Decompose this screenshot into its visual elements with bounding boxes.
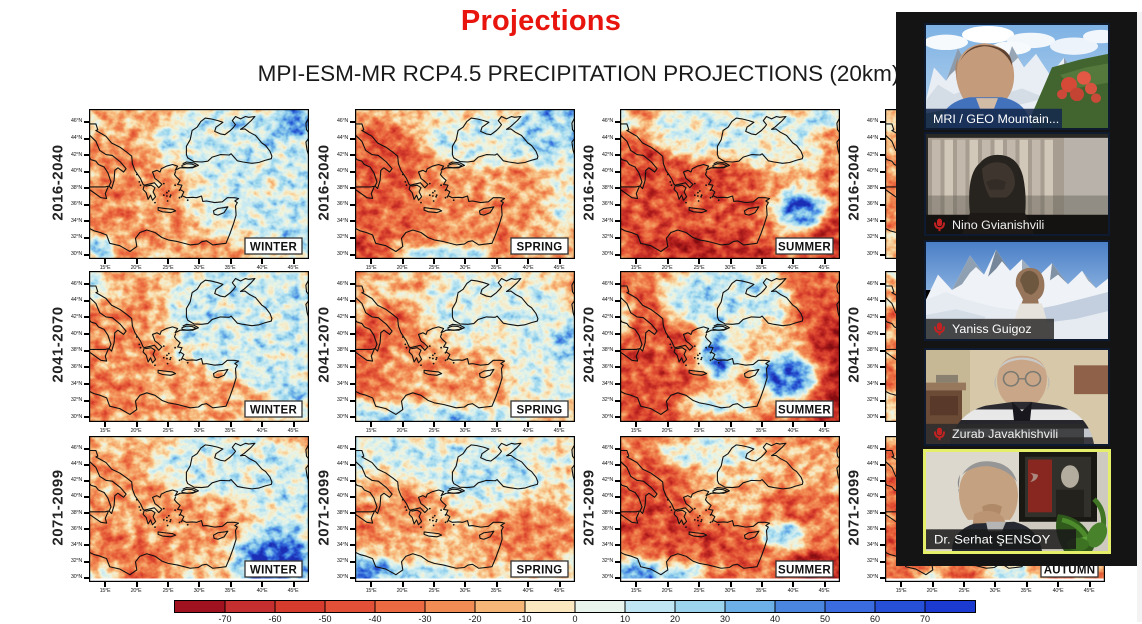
svg-text:Nino Gvianishvili: Nino Gvianishvili [952, 218, 1044, 232]
svg-text:SPRING: SPRING [517, 242, 563, 254]
svg-text:SUMMER: SUMMER [778, 242, 831, 254]
svg-text:AUTUMN: AUTUMN [1044, 565, 1096, 577]
svg-text:Yaniss Guigoz: Yaniss Guigoz [952, 322, 1032, 336]
svg-text:WINTER: WINTER [250, 565, 298, 577]
svg-text:SPRING: SPRING [517, 405, 563, 417]
svg-text:SPRING: SPRING [517, 565, 563, 577]
svg-text:SUMMER: SUMMER [778, 405, 831, 417]
svg-text:WINTER: WINTER [250, 405, 298, 417]
svg-text:SUMMER: SUMMER [778, 565, 831, 577]
svg-text:Zurab Javakhishvili: Zurab Javakhishvili [952, 427, 1058, 441]
svg-text:WINTER: WINTER [250, 242, 298, 254]
svg-text:MRI / GEO Mountain...: MRI / GEO Mountain... [933, 112, 1059, 126]
svg-text:Dr. Serhat ŞENSOY: Dr. Serhat ŞENSOY [934, 533, 1051, 547]
